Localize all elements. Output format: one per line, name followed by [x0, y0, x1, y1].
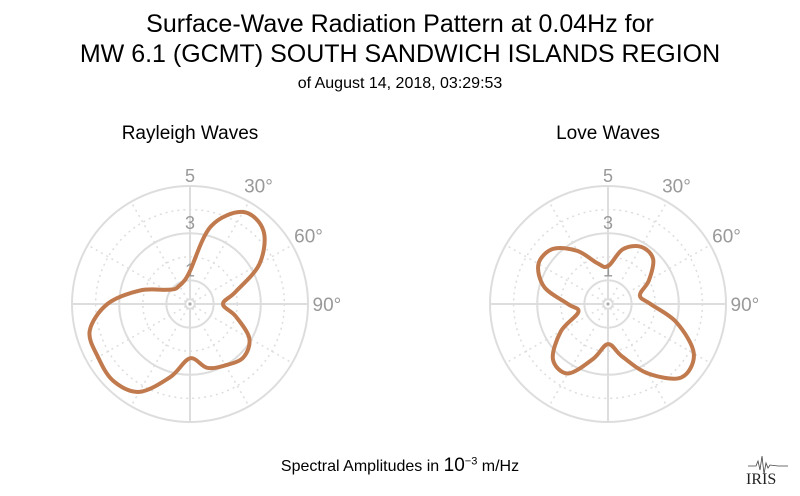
- love-panel-title: Love Waves: [556, 123, 660, 144]
- rayleigh-radiation-pattern-line: [87, 209, 267, 394]
- amplitude-units-caption: Spectral Amplitudes in 10−3 m/Hz: [0, 455, 800, 477]
- chart-title-line-1: Surface-Wave Radiation Pattern at 0.04Hz…: [146, 10, 654, 38]
- love-radiation-pattern-line: [536, 244, 696, 381]
- rayleigh-panel-title: Rayleigh Waves: [122, 123, 259, 144]
- love-grid-spoke: [505, 305, 605, 364]
- love-grid-spoke: [548, 201, 607, 301]
- love-grid-spoke: [548, 307, 607, 407]
- love-angle-label: 90°: [731, 295, 760, 316]
- rayleigh-angle-label: 90°: [313, 295, 342, 316]
- rayleigh-grid-spoke: [130, 201, 189, 301]
- love-grid-spoke: [609, 201, 668, 301]
- chart-title-line-2: MW 6.1 (GCMT) SOUTH SANDWICH ISLANDS REG…: [79, 40, 721, 68]
- rayleigh-grid-spoke: [87, 244, 187, 303]
- chart-subtitle: of August 14, 2018, 03:29:53: [297, 75, 503, 92]
- seismogram-icon: [748, 455, 788, 475]
- love-grid-spoke: [611, 305, 711, 364]
- rayleigh-radial-tick-label: 5: [185, 166, 195, 186]
- rayleigh-radial-tick-label: 3: [185, 213, 195, 233]
- rayleigh-grid-spoke: [87, 305, 187, 364]
- love-center-point: [606, 302, 610, 306]
- love-angle-label: 60°: [712, 227, 741, 248]
- iris-logo: IRIS: [746, 455, 788, 488]
- units-prefix: Spectral Amplitudes in: [280, 458, 444, 475]
- rayleigh-grid-spoke: [191, 307, 250, 407]
- rayleigh-grid-spoke: [191, 201, 250, 301]
- love-radial-tick-label: 3: [603, 213, 613, 233]
- rayleigh-grid-spoke: [193, 305, 293, 364]
- units-base: 10: [443, 455, 465, 476]
- love-angle-label: 30°: [662, 176, 691, 197]
- love-grid-spoke: [611, 244, 711, 303]
- units-suffix: m/Hz: [477, 458, 520, 475]
- rayleigh-grid-spoke: [130, 307, 189, 407]
- iris-logo-text: IRIS: [746, 471, 776, 488]
- love-radial-tick-label: 1: [603, 260, 613, 280]
- units-exponent: −3: [464, 455, 478, 468]
- rayleigh-angle-label: 60°: [294, 227, 323, 248]
- love-radial-tick-label: 5: [603, 166, 613, 186]
- rayleigh-center-point: [188, 302, 192, 306]
- love-grid-spoke: [609, 307, 668, 407]
- love-grid-spoke: [505, 244, 605, 303]
- rayleigh-angle-label: 30°: [244, 176, 273, 197]
- rayleigh-grid-spoke: [193, 244, 293, 303]
